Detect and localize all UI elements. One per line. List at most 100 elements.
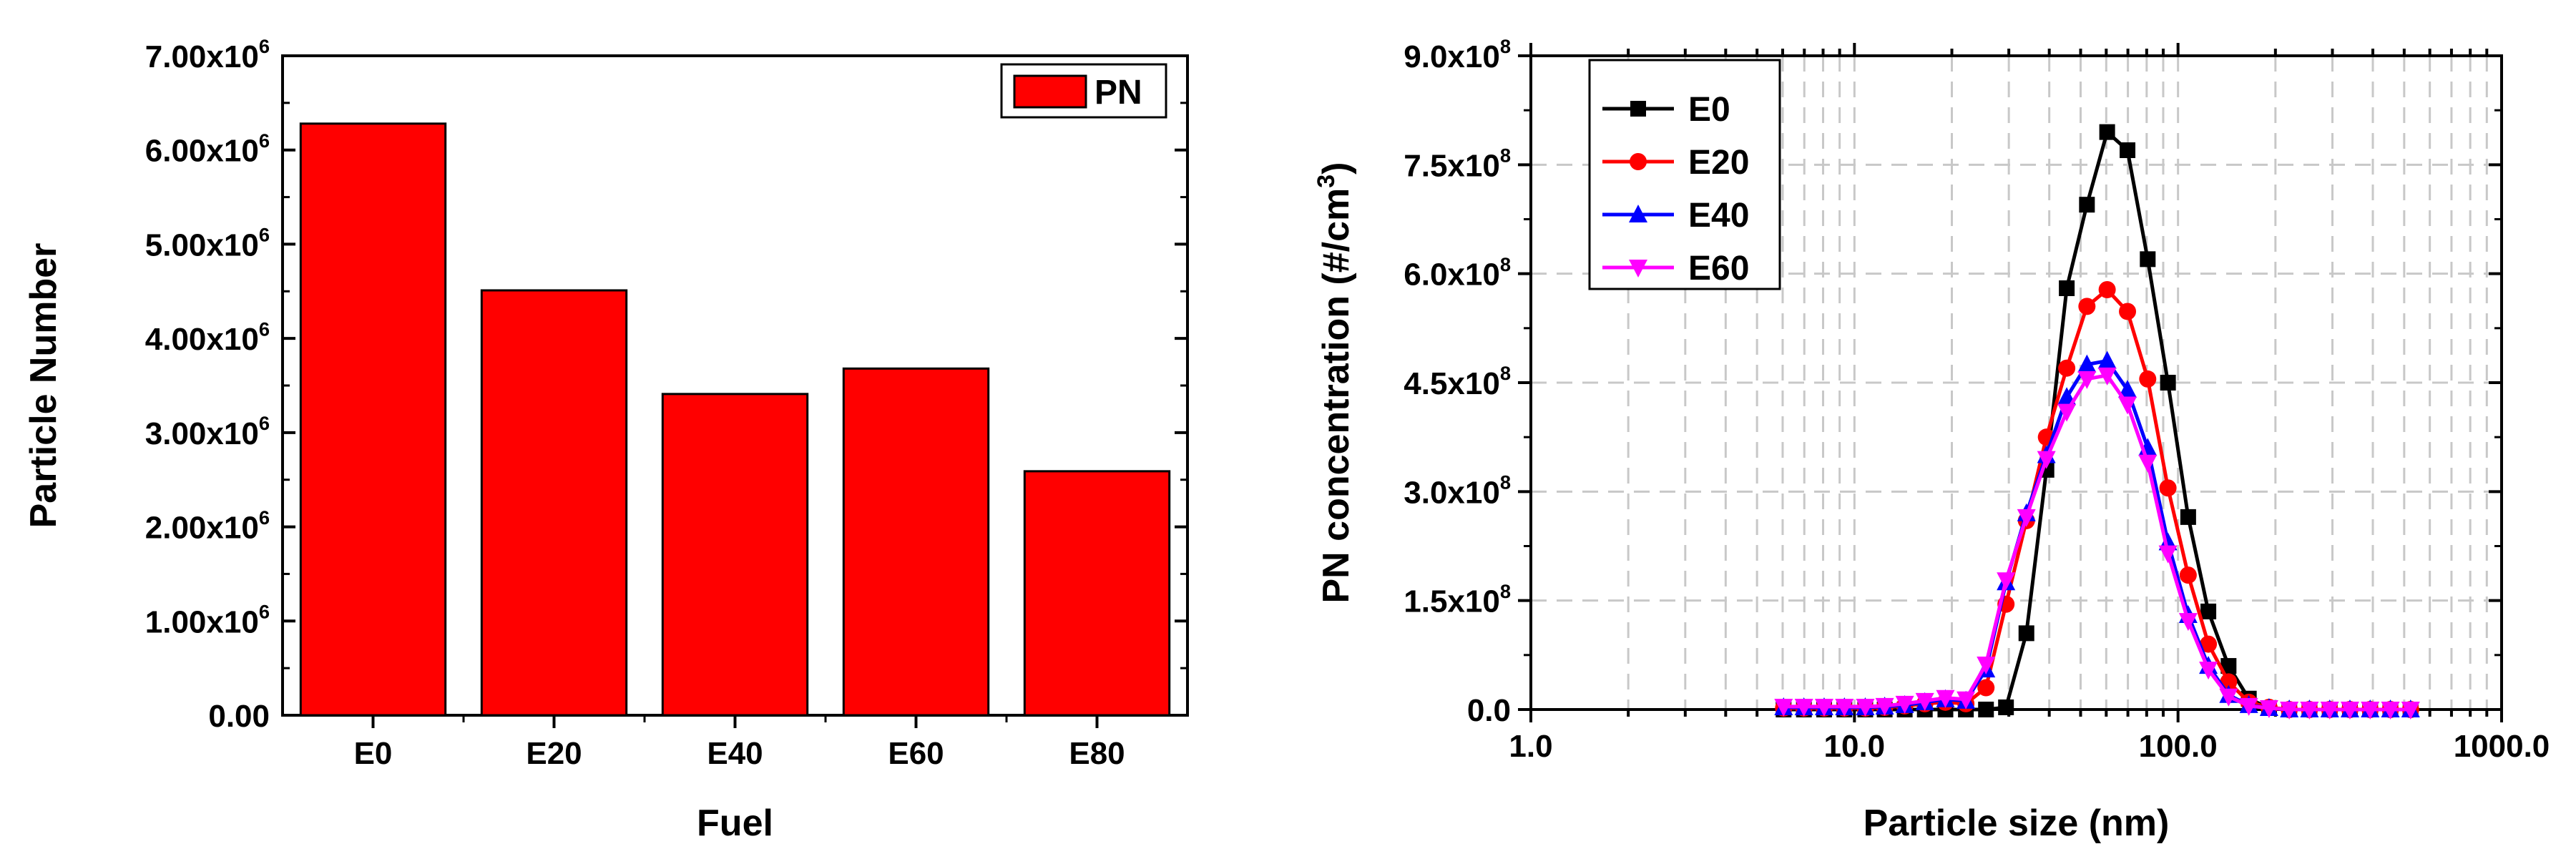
data-point	[2340, 702, 2359, 720]
data-point	[2119, 303, 2137, 320]
data-point	[2178, 613, 2198, 632]
data-point	[2239, 697, 2258, 716]
data-point	[2058, 359, 2076, 377]
data-point	[1630, 153, 1647, 170]
series-E0	[1776, 124, 2419, 717]
y-tick-label: 3.0x108	[1404, 471, 1511, 511]
y-tick-label: 5.00x106	[145, 224, 270, 263]
data-point	[1630, 101, 1646, 117]
y-tick-label: 6.0x108	[1404, 253, 1511, 293]
data-point	[2200, 635, 2218, 653]
data-point	[2098, 281, 2116, 299]
data-point	[1915, 692, 1934, 711]
data-point	[2079, 197, 2095, 213]
data-point	[2118, 396, 2137, 415]
legend: E0 E20 E40 E60	[1588, 59, 1781, 290]
y-axis-title: Particle Number	[23, 243, 64, 529]
bar-chart-particle-number: 0.00 1.00x106 2.00x106 3.00x106 4.00x106 5.00…	[23, 35, 1189, 844]
legend-label: E60	[1688, 250, 1749, 288]
data-point	[2097, 350, 2117, 369]
bar	[842, 367, 990, 717]
data-point	[2220, 658, 2237, 674]
data-point	[1997, 572, 2016, 591]
data-point	[1835, 698, 1854, 717]
y-tick-label: 0.00	[208, 699, 270, 734]
legend-swatch	[1013, 74, 1087, 109]
data-point	[2057, 387, 2077, 406]
data-point	[1977, 679, 1995, 697]
series-line	[1783, 129, 2411, 712]
data-point	[1875, 697, 1894, 716]
legend-label: E20	[1688, 144, 1749, 182]
data-point	[2118, 380, 2137, 398]
data-point	[2401, 702, 2420, 720]
data-point	[2138, 454, 2158, 473]
x-tick-label: 1000.0	[2454, 729, 2550, 764]
x-tick-label: 10.0	[1824, 729, 1886, 764]
data-point	[2078, 298, 2096, 315]
data-point	[1629, 260, 1647, 278]
x-axis-title: Particle size (nm)	[1864, 802, 2170, 844]
series-E60	[1774, 367, 2420, 720]
data-point	[2320, 702, 2339, 720]
x-tick-label: 1.0	[1509, 729, 1552, 764]
data-point	[2037, 451, 2056, 469]
data-point	[1957, 691, 1976, 710]
line-chart-pn-concentration: 1.0 10.0 100.0 1000.0 0.0 1.5x108 3.0x108 4.5x1…	[1313, 35, 2550, 844]
data-point	[2099, 124, 2115, 140]
x-tick-label: E20	[526, 736, 582, 771]
data-point	[2139, 370, 2157, 388]
y-tick-label: 1.5x108	[1404, 580, 1511, 619]
data-point	[2381, 702, 2400, 720]
data-point	[2300, 702, 2319, 720]
y-tick-label: 2.00x106	[145, 506, 270, 546]
data-point	[2097, 367, 2117, 386]
data-point	[1814, 698, 1833, 717]
legend-label: E0	[1688, 91, 1730, 129]
data-point	[1977, 657, 1996, 675]
bar	[480, 289, 628, 717]
data-point	[1774, 698, 1793, 717]
data-point	[2259, 700, 2278, 718]
data-point	[1895, 695, 1914, 714]
y-tick-label: 7.5x108	[1404, 144, 1511, 184]
legend-label: E40	[1688, 197, 1749, 235]
data-point	[2158, 545, 2178, 564]
x-tick-label: E40	[707, 736, 763, 771]
data-point	[2361, 702, 2380, 720]
data-point	[2057, 403, 2077, 422]
x-tick-label: 100.0	[2139, 729, 2218, 764]
series-E20	[1775, 281, 2419, 718]
data-point	[2018, 625, 2034, 642]
series-line	[1783, 373, 2411, 712]
data-point	[2199, 662, 2218, 680]
y-tick-label: 0.0	[1467, 693, 1511, 728]
y-axis-title: PN concentration (#/cm3)	[1313, 162, 1357, 603]
data-point	[2179, 566, 2197, 584]
y-tick-label: 7.00x106	[145, 35, 270, 74]
x-axis-title: Fuel	[697, 802, 773, 844]
data-point	[2180, 509, 2196, 525]
bar	[661, 393, 809, 717]
series-line	[1783, 287, 2411, 712]
bar	[299, 122, 447, 717]
series-E40	[1774, 350, 2420, 717]
x-tick-label: E60	[888, 736, 944, 771]
data-point	[1936, 689, 1955, 708]
data-point	[1794, 698, 1813, 717]
data-point	[2159, 479, 2177, 497]
y-tick-label: 9.0x108	[1404, 35, 1511, 74]
data-point	[2059, 280, 2075, 296]
y-tick-label: 1.00x106	[145, 600, 270, 639]
data-point	[2219, 688, 2238, 707]
x-tick-label: E80	[1069, 736, 1125, 771]
data-point	[1856, 698, 1875, 717]
bar	[1023, 470, 1171, 717]
data-point	[1978, 702, 1994, 717]
data-point	[2077, 354, 2097, 373]
data-point	[2280, 702, 2299, 720]
x-tick-label: E0	[354, 736, 393, 771]
data-point	[2160, 375, 2176, 391]
